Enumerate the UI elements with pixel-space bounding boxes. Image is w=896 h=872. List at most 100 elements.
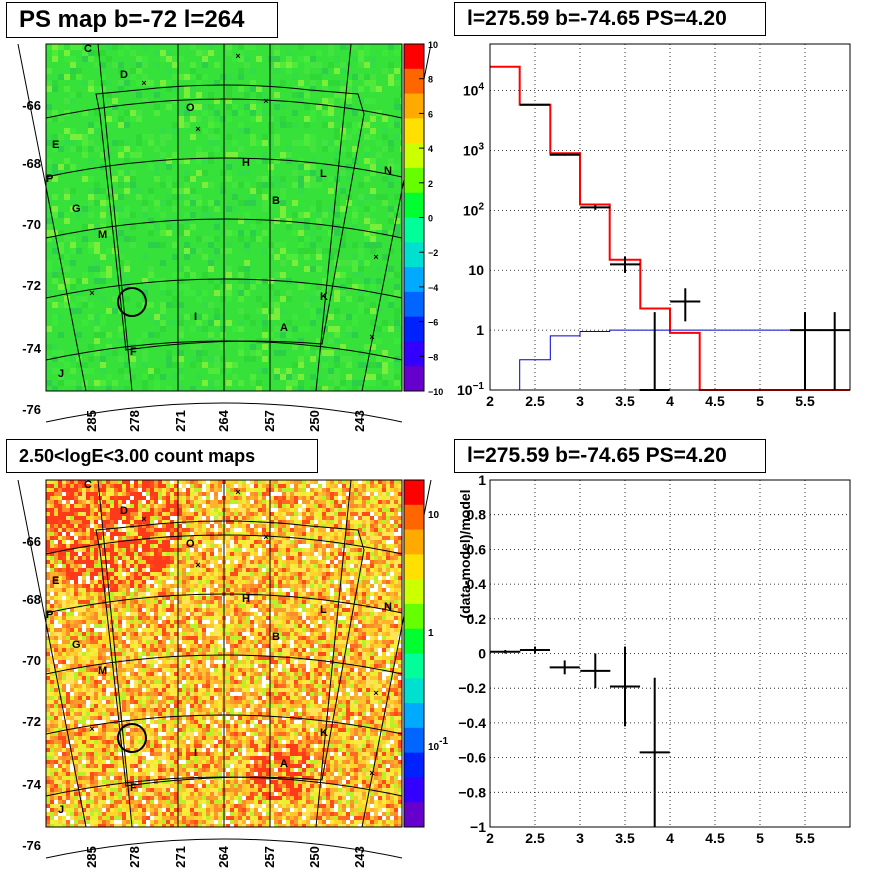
- ps-map-pixel: [142, 200, 148, 206]
- ps-map-pixel: [238, 218, 244, 224]
- count-map-pixel: [286, 576, 290, 580]
- ps-map-pixel: [94, 80, 100, 86]
- count-map-pixel: [378, 604, 382, 608]
- count-map-pixel: [130, 608, 134, 612]
- count-map-pixel: [254, 484, 258, 488]
- count-map-pixel: [142, 532, 146, 536]
- count-map-pixel: [374, 556, 378, 560]
- count-map-pixel: [98, 592, 102, 596]
- ps-map-pixel: [202, 50, 208, 56]
- count-map-pixel: [330, 512, 334, 516]
- count-map-pixel: [394, 624, 398, 628]
- ps-field-label-f: F: [130, 346, 137, 358]
- count-map-pixel: [102, 608, 106, 612]
- count-map-pixel: [314, 504, 318, 508]
- count-map-pixel: [182, 556, 186, 560]
- ps-map-pixel: [316, 266, 322, 272]
- count-map-pixel: [146, 624, 150, 628]
- count-map-pixel: [154, 528, 158, 532]
- count-map-pixel: [350, 532, 354, 536]
- ps-map-pixel: [88, 386, 94, 391]
- count-map-pixel: [222, 568, 226, 572]
- ps-map-pixel: [370, 230, 376, 236]
- ps-map-pixel: [298, 140, 304, 146]
- count-map-pixel: [138, 568, 142, 572]
- ps-map-pixel: [76, 260, 82, 266]
- count-map-pixel: [74, 540, 78, 544]
- ps-map-pixel: [358, 128, 364, 134]
- ps-map-pixel: [148, 368, 154, 374]
- count-map-pixel: [170, 532, 174, 536]
- count-map-pixel: [90, 492, 94, 496]
- ps-map-pixel: [52, 56, 58, 62]
- ps-map-pixel: [160, 200, 166, 206]
- ps-map-pixel: [280, 248, 286, 254]
- count-map-pixel: [298, 568, 302, 572]
- ps-map-pixel: [112, 224, 118, 230]
- count-map-pixel: [302, 548, 306, 552]
- ps-map-pixel: [328, 290, 334, 296]
- count-map-pixel: [318, 560, 322, 564]
- count-map-pixel: [202, 492, 206, 496]
- count-map-pixel: [214, 536, 218, 540]
- ps-map-pixel: [70, 74, 76, 80]
- ps-map-pixel: [340, 236, 346, 242]
- count-map-pixel: [98, 484, 102, 488]
- ps-map-pixel: [400, 314, 402, 320]
- count-map-pixel: [106, 592, 110, 596]
- ps-map-pixel: [130, 74, 136, 80]
- ps-colorbar-swatch: [404, 167, 424, 194]
- count-map-pixel: [106, 544, 110, 548]
- count-map-pixel: [330, 552, 334, 556]
- count-map-pixel: [362, 516, 366, 520]
- count-map-pixel: [110, 600, 114, 604]
- count-map-pixel: [178, 496, 182, 500]
- count-map-pixel: [66, 616, 70, 620]
- ps-map-pixel: [82, 278, 88, 284]
- ps-map-pixel: [196, 170, 202, 176]
- count-map-pixel: [110, 528, 114, 532]
- count-map-pixel: [106, 572, 110, 576]
- count-map-pixel: [294, 496, 298, 500]
- count-map-pixel: [122, 624, 126, 628]
- count-map-pixel: [222, 576, 226, 580]
- count-map-pixel: [178, 528, 182, 532]
- count-map-pixel: [370, 488, 374, 492]
- count-map-pixel: [362, 624, 366, 628]
- count-map-pixel: [70, 628, 74, 632]
- ps-map-pixel: [346, 122, 352, 128]
- ps-map-pixel: [154, 332, 160, 338]
- ps-map-pixel: [274, 68, 280, 74]
- count-map-pixel: [142, 604, 146, 608]
- count-map-pixel: [370, 500, 374, 504]
- count-map-pixel: [302, 576, 306, 580]
- count-map-pixel: [270, 544, 274, 548]
- count-map-pixel: [278, 500, 282, 504]
- count-map-pixel: [246, 624, 250, 628]
- count-map-pixel: [102, 496, 106, 500]
- count-map-pixel: [258, 480, 262, 484]
- count-map-pixel: [294, 512, 298, 516]
- ps-map-pixel: [142, 212, 148, 218]
- count-map-pixel: [46, 532, 50, 536]
- ps-map-pixel: [184, 74, 190, 80]
- ps-map-pixel: [94, 320, 100, 326]
- count-map-pixel: [206, 580, 210, 584]
- ps-map-pixel: [304, 176, 310, 182]
- count-map-pixel: [226, 576, 230, 580]
- count-map-pixel: [294, 576, 298, 580]
- count-map-pixel: [158, 484, 162, 488]
- count-map-pixel: [338, 576, 342, 580]
- count-map-pixel: [110, 572, 114, 576]
- ps-map-pixel: [208, 194, 214, 200]
- count-map-pixel: [398, 584, 402, 588]
- count-map-pixel: [62, 584, 66, 588]
- ps-map-pixel: [106, 188, 112, 194]
- count-map-pixel: [194, 572, 198, 576]
- count-map-pixel: [170, 568, 174, 572]
- count-map-pixel: [390, 492, 394, 496]
- ps-map-pixel: [130, 242, 136, 248]
- count-map-pixel: [222, 520, 226, 524]
- count-map-pixel: [306, 596, 310, 600]
- ps-map-pixel: [166, 320, 172, 326]
